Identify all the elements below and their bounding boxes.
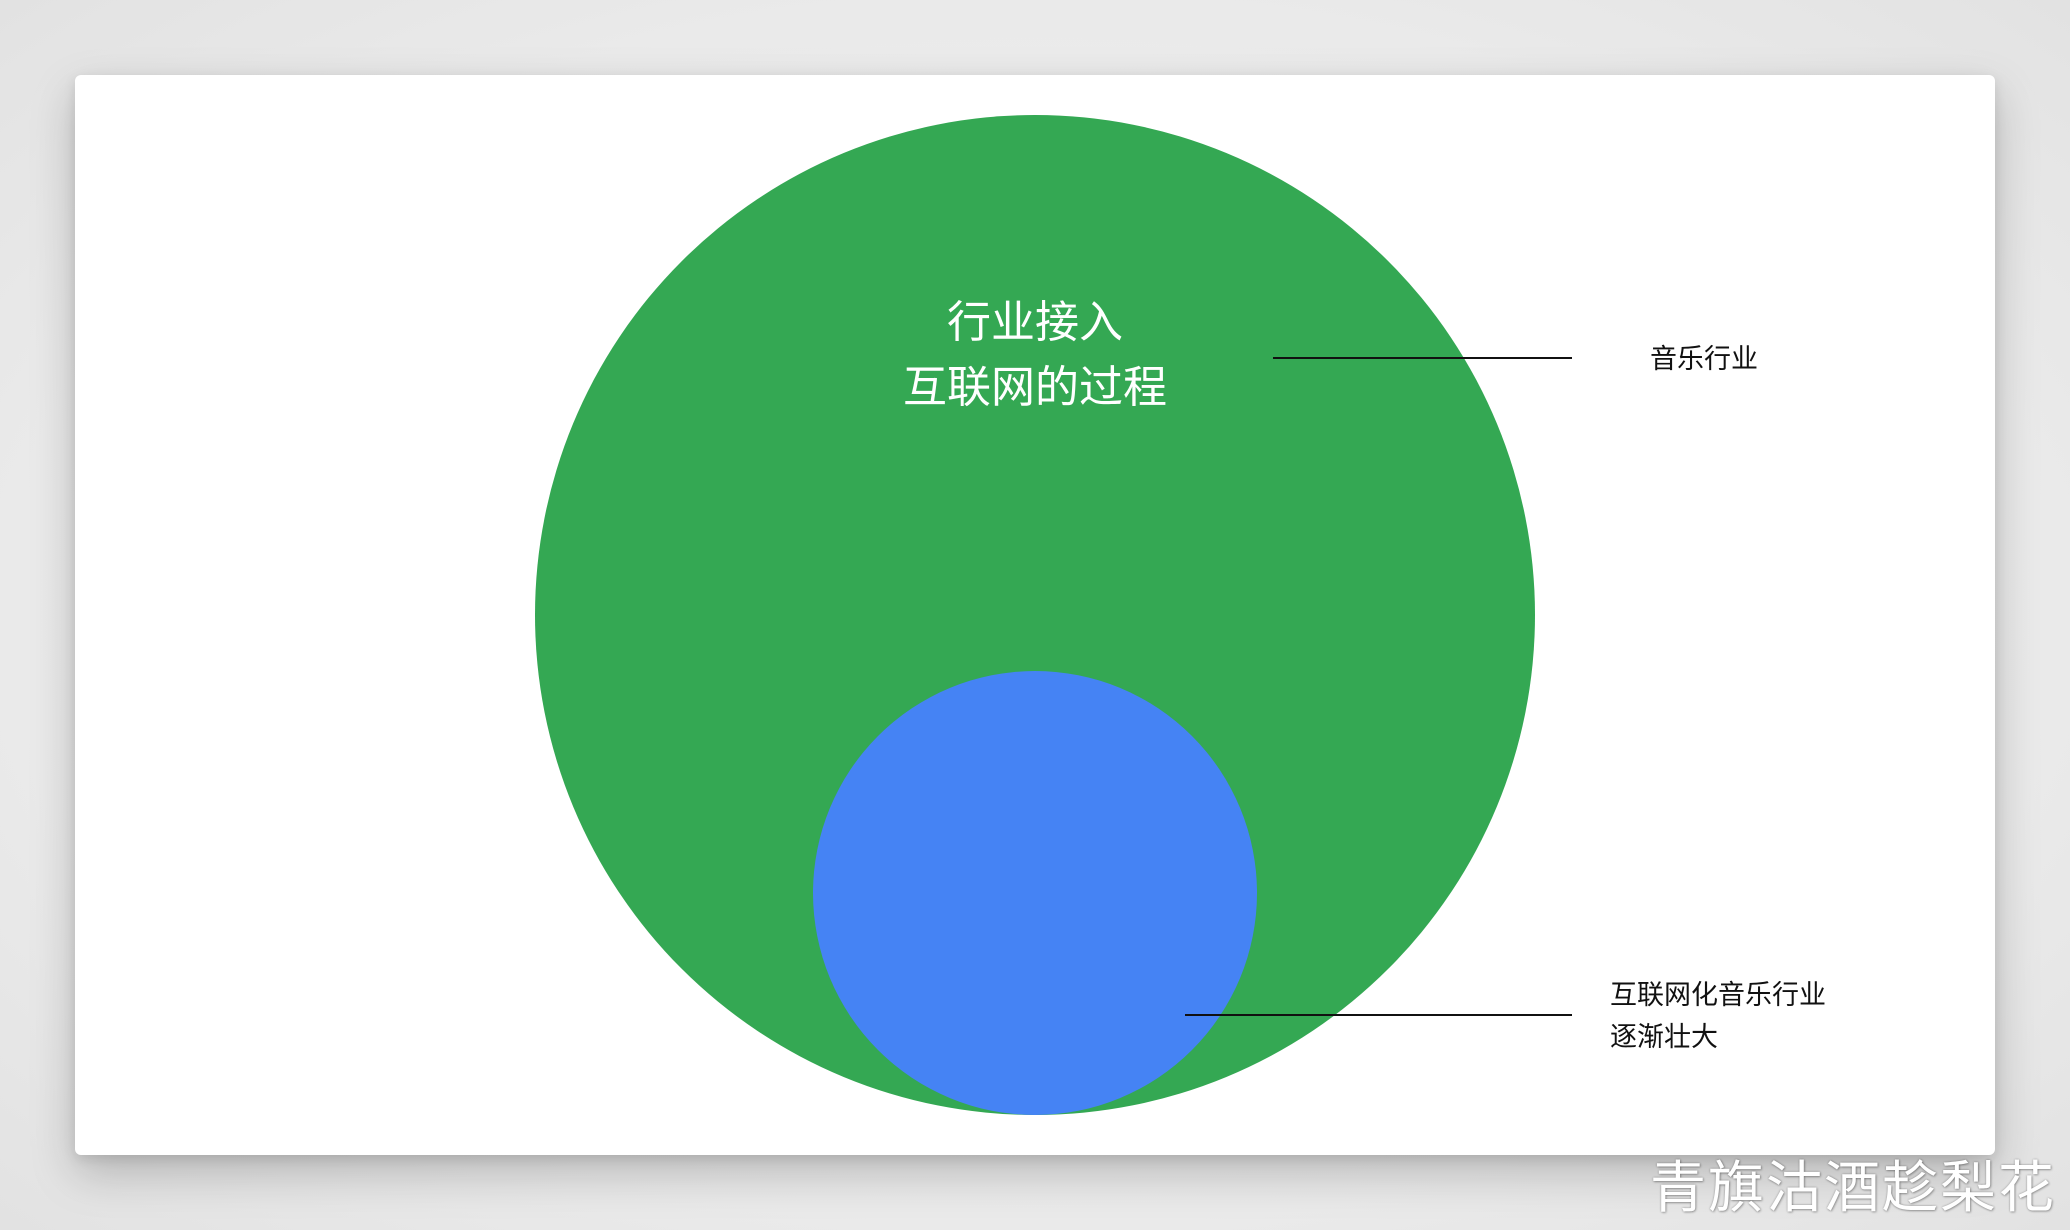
outer-circle-label: 音乐行业 (1650, 344, 1758, 375)
slide: 行业接入 互联网的过程 音乐行业 互联网化音乐行业 逐渐壮大 (75, 75, 1995, 1155)
outer-circle (535, 115, 1535, 1115)
nested-circle-diagram: 行业接入 互联网的过程 音乐行业 互联网化音乐行业 逐渐壮大 (535, 115, 1826, 1115)
inner-circle-label-line-1: 互联网化音乐行业 (1610, 980, 1826, 1011)
watermark-text: 青旗沽酒趁梨花 (1650, 1156, 2056, 1221)
outer-circle-title-line-1: 行业接入 (947, 297, 1123, 348)
inner-circle-label-line-2: 逐渐壮大 (1610, 1022, 1718, 1053)
outer-circle-title-line-2: 互联网的过程 (903, 362, 1167, 413)
inner-circle (813, 671, 1257, 1115)
